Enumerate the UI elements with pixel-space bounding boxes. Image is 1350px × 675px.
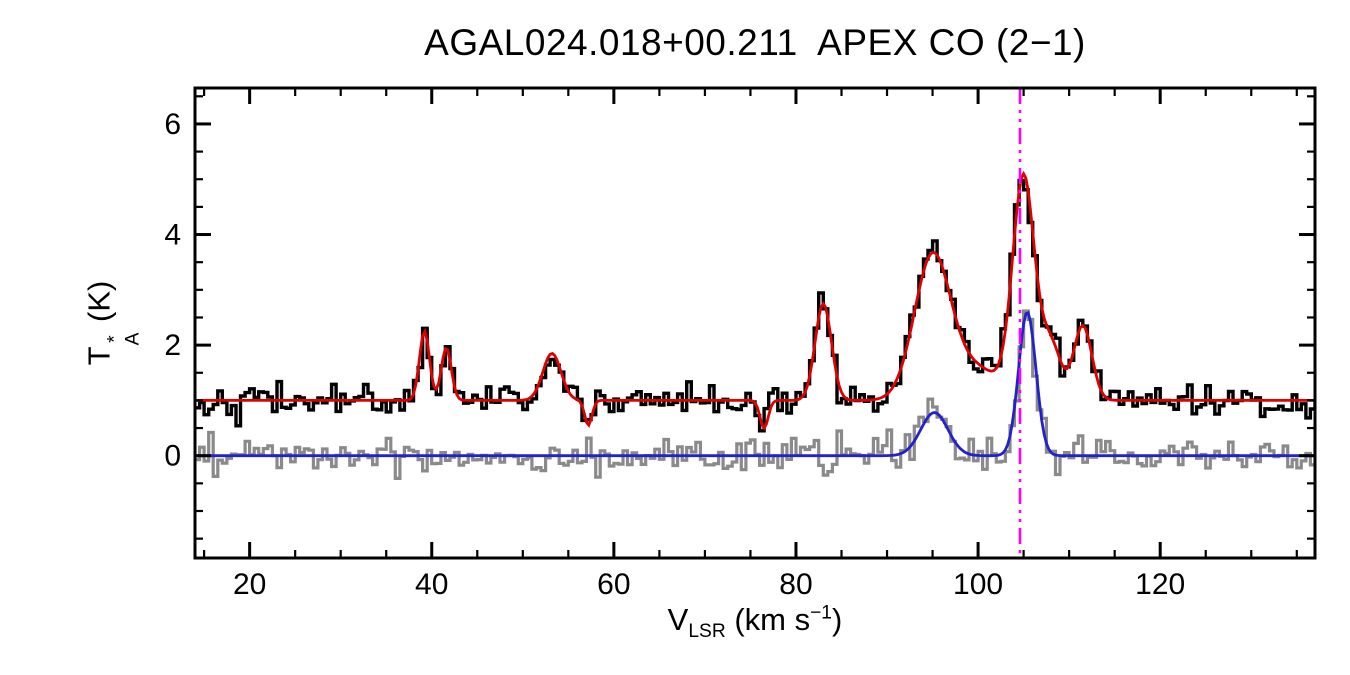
x-axis-label-units: (km s: [725, 602, 811, 637]
x-axis-label-close: ): [832, 602, 843, 637]
y-tick-label: 0: [164, 440, 181, 473]
y-tick-label: 2: [164, 329, 181, 362]
y-axis-label-subscript: A: [122, 332, 144, 346]
axes: [193, 86, 1317, 560]
x-axis-label-subscript: LSR: [688, 621, 726, 643]
data-layer: [195, 88, 1315, 558]
x-tick-label: 120: [1135, 568, 1185, 601]
main-spectrum-histogram: [195, 178, 1315, 433]
y-tick-label: 4: [164, 219, 181, 252]
x-tick-label: 60: [597, 568, 630, 601]
x-axis-label-exponent: −1: [810, 602, 832, 624]
y-axis-label-scripts: * A: [104, 332, 144, 346]
y-axis-label-units: (K): [81, 280, 117, 331]
plot-title: AGAL024.018+00.211 APEX CO (2−1): [424, 22, 1086, 63]
x-tick-label: 40: [415, 568, 448, 601]
tick-labels: 20 40 60 80 100 120 0 2 4 6: [164, 108, 1185, 601]
x-tick-label: 20: [233, 568, 266, 601]
y-axis-label-quantity: T: [81, 346, 117, 366]
y-tick-label: 6: [164, 108, 181, 141]
x-axis-label: VLSR (km s−1): [195, 602, 1315, 643]
secondary-gaussian-fit-curve: [195, 310, 1315, 458]
x-tick-label: 80: [779, 568, 812, 601]
x-axis-label-quantity: V: [667, 602, 689, 637]
x-tick-label: 100: [953, 568, 1003, 601]
main-gaussian-fit-curve: [195, 170, 1315, 431]
